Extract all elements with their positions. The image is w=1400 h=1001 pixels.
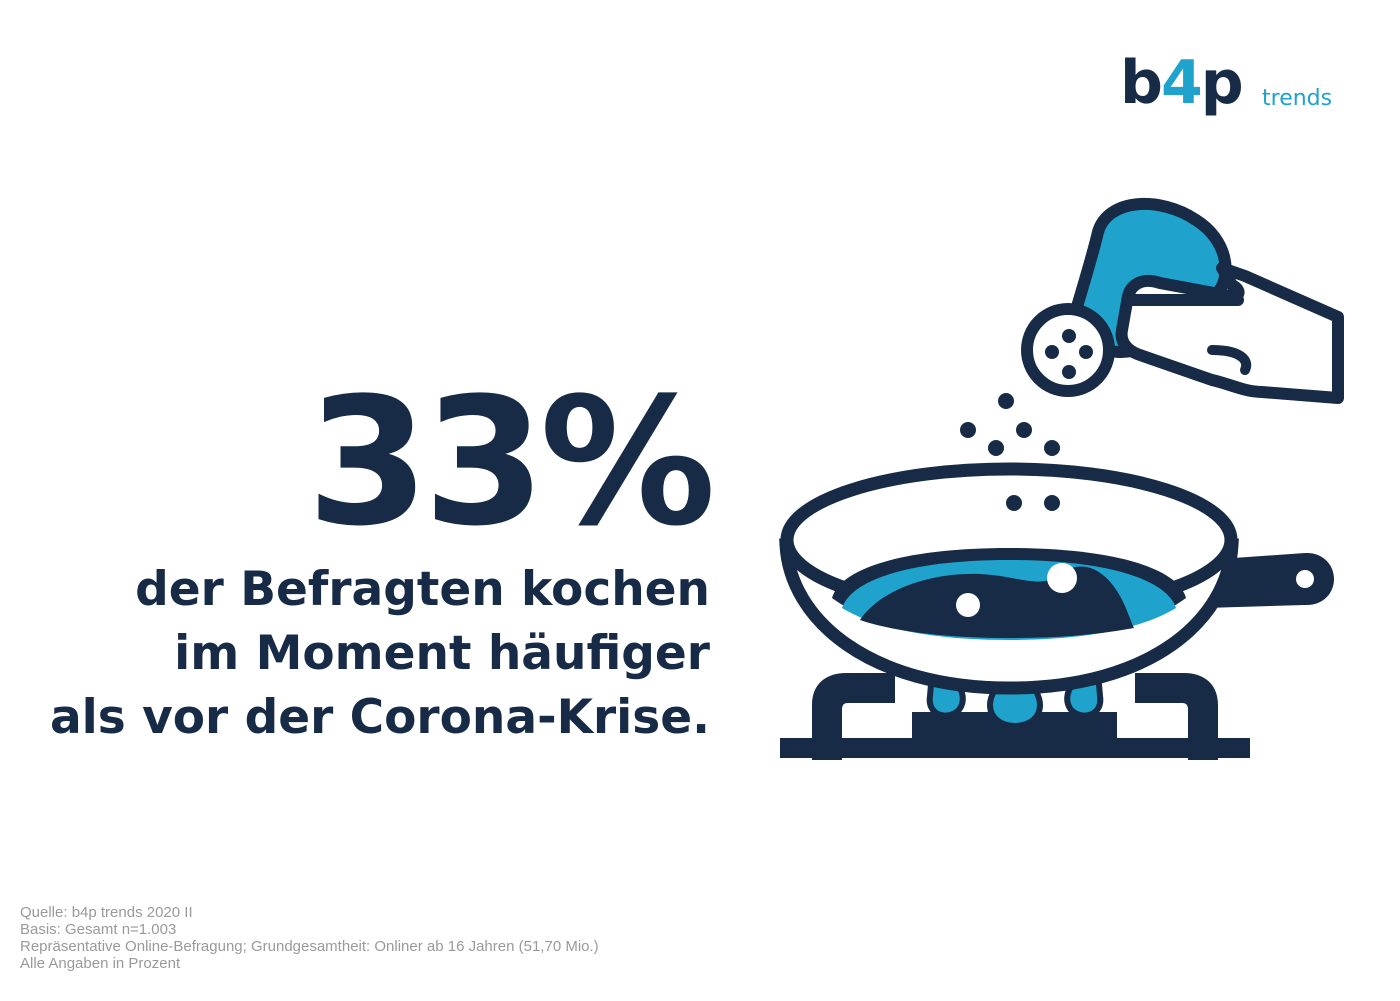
headline-block: 33% der Befragten kochen im Moment häufi… xyxy=(20,360,716,750)
statement-line-1: der Befragten kochen xyxy=(135,562,710,617)
statement-line-3: als vor der Corona-Krise. xyxy=(49,690,710,745)
logo-trends-word: trends xyxy=(1262,86,1333,111)
b4p-logo-mark: b4p xyxy=(1120,48,1244,118)
hand-icon xyxy=(1115,262,1344,404)
b4p-trends-logo: b4p trends xyxy=(1120,52,1350,127)
source-line: Quelle: b4p trends 2020 II xyxy=(20,904,193,921)
gas-flames-icon xyxy=(926,657,1104,729)
frying-pan-on-stove-with-salt-shaker-icon xyxy=(779,197,1344,760)
method-line: Repräsentative Online-Befragung; Grundge… xyxy=(20,938,599,955)
headline-statement: der Befragten kochen im Moment häufiger … xyxy=(20,558,710,750)
source-notes: Quelle: b4p trends 2020 II Basis: Gesamt… xyxy=(20,904,599,972)
basis-line: Basis: Gesamt n=1.003 xyxy=(20,921,177,938)
statement-line-2: im Moment häufiger xyxy=(174,626,710,681)
headline-percentage: 33% xyxy=(306,360,716,565)
frying-pan-icon xyxy=(779,462,1239,695)
pan-handle-icon xyxy=(1205,552,1334,608)
unit-line: Alle Angaben in Prozent xyxy=(20,955,181,972)
salt-grains-icon xyxy=(960,393,1060,511)
